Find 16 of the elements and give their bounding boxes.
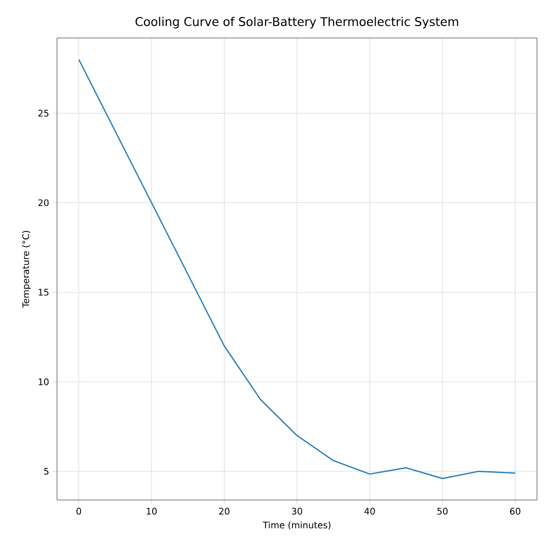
y-tick-label: 25	[38, 110, 48, 117]
line-series	[78, 58, 516, 480]
x-tick-label: 50	[437, 508, 448, 515]
y-tick-label: 20	[38, 199, 49, 206]
y-tick-label: 5	[44, 468, 48, 475]
y-axis-title: Temperature (°C)	[22, 230, 31, 308]
x-tick-label: 40	[364, 508, 375, 515]
y-tick-label: 15	[38, 288, 48, 296]
x-tick-label: 10	[146, 508, 157, 515]
chart-title: Cooling Curve of Solar-Battery Thermoelectric System	[136, 16, 458, 28]
x-axis-title: Time (minutes)	[262, 521, 330, 530]
x-tick-label: 0	[76, 508, 82, 515]
x-tick-label: 30	[292, 508, 302, 515]
x-tick-label: 60	[510, 508, 520, 515]
x-tick-label: 20	[219, 508, 230, 515]
y-tick-label: 10	[38, 378, 49, 386]
